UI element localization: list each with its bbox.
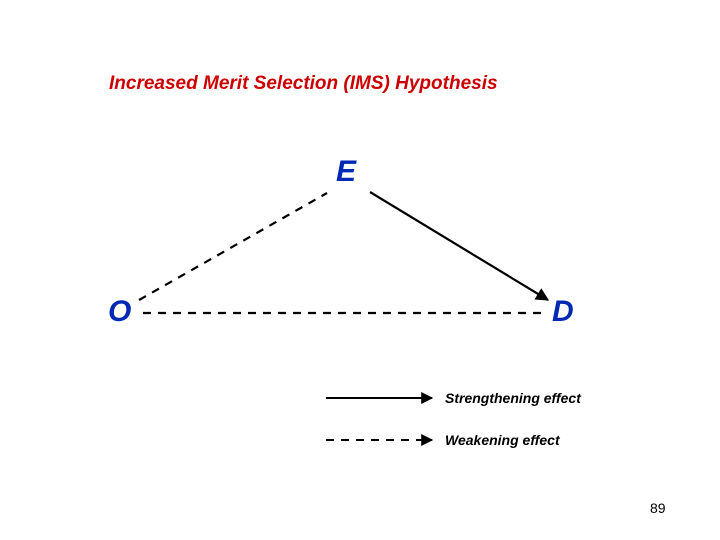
- legend-weaken-label: Weakening effect: [445, 432, 560, 448]
- edge-o-e: [139, 193, 327, 300]
- node-o-label: O: [108, 295, 131, 329]
- diagram-title: Increased Merit Selection (IMS) Hypothes…: [109, 73, 498, 95]
- edge-e-d: [370, 192, 548, 300]
- node-e-label: E: [336, 155, 356, 189]
- node-d-label: D: [552, 295, 574, 329]
- page-number: 89: [650, 500, 666, 516]
- legend-strengthen-label: Strengthening effect: [445, 390, 581, 406]
